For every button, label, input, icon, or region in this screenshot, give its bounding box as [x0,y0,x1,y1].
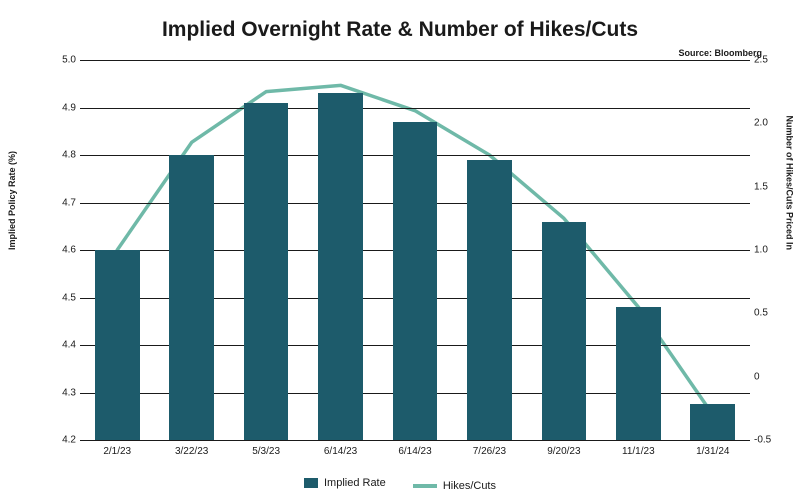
chart-container: Implied Overnight Rate & Number of Hikes… [0,0,800,500]
legend-item-line: Hikes/Cuts [413,480,496,492]
x-tick-label: 5/3/23 [252,446,280,457]
y1-tick-label: 4.6 [46,245,76,256]
y1-tick-label: 4.4 [46,340,76,351]
y2-tick-label: 0 [754,371,780,382]
gridline [80,440,750,441]
y1-tick-label: 4.5 [46,292,76,303]
x-tick-label: 6/14/23 [398,446,431,457]
y2-tick-label: 1.0 [754,245,780,256]
y2-axis-label: Number of Hikes/Cuts Priced In [785,115,795,250]
bar [616,307,661,440]
y1-tick-label: 4.3 [46,387,76,398]
x-tick-label: 9/20/23 [547,446,580,457]
legend-label-line: Hikes/Cuts [443,480,496,492]
legend-swatch-line [413,484,437,488]
x-tick-label: 1/31/24 [696,446,729,457]
y2-tick-label: 2.5 [754,55,780,66]
y1-tick-label: 4.9 [46,102,76,113]
x-tick-label: 7/26/23 [473,446,506,457]
legend-label-bars: Implied Rate [324,477,386,489]
x-tick-label: 6/14/23 [324,446,357,457]
y1-axis-label: Implied Policy Rate (%) [7,151,17,250]
y1-tick-label: 4.8 [46,150,76,161]
y1-tick-label: 5.0 [46,55,76,66]
bar [244,103,289,440]
y2-tick-label: 2.0 [754,118,780,129]
legend: Implied Rate Hikes/Cuts [0,477,800,492]
bar [542,222,587,441]
y1-tick-label: 4.2 [46,435,76,446]
plot-area: 4.24.34.44.54.64.74.84.95.0-0.500.51.01.… [80,60,750,440]
legend-item-bars: Implied Rate [304,477,386,489]
bar [169,155,214,440]
gridline [80,108,750,109]
bar [95,250,140,440]
legend-swatch-bars [304,478,318,488]
x-tick-label: 11/1/23 [622,446,655,457]
x-tick-label: 2/1/23 [103,446,131,457]
bar [318,93,363,440]
x-tick-label: 3/22/23 [175,446,208,457]
y1-tick-label: 4.7 [46,197,76,208]
y2-tick-label: -0.5 [754,435,780,446]
y2-tick-label: 1.5 [754,181,780,192]
bar [467,160,512,440]
bar [393,122,438,440]
y2-tick-label: 0.5 [754,308,780,319]
chart-title: Implied Overnight Rate & Number of Hikes… [0,18,800,42]
gridline [80,60,750,61]
chart-source: Source: Bloomberg [678,48,762,58]
bar [690,404,735,440]
